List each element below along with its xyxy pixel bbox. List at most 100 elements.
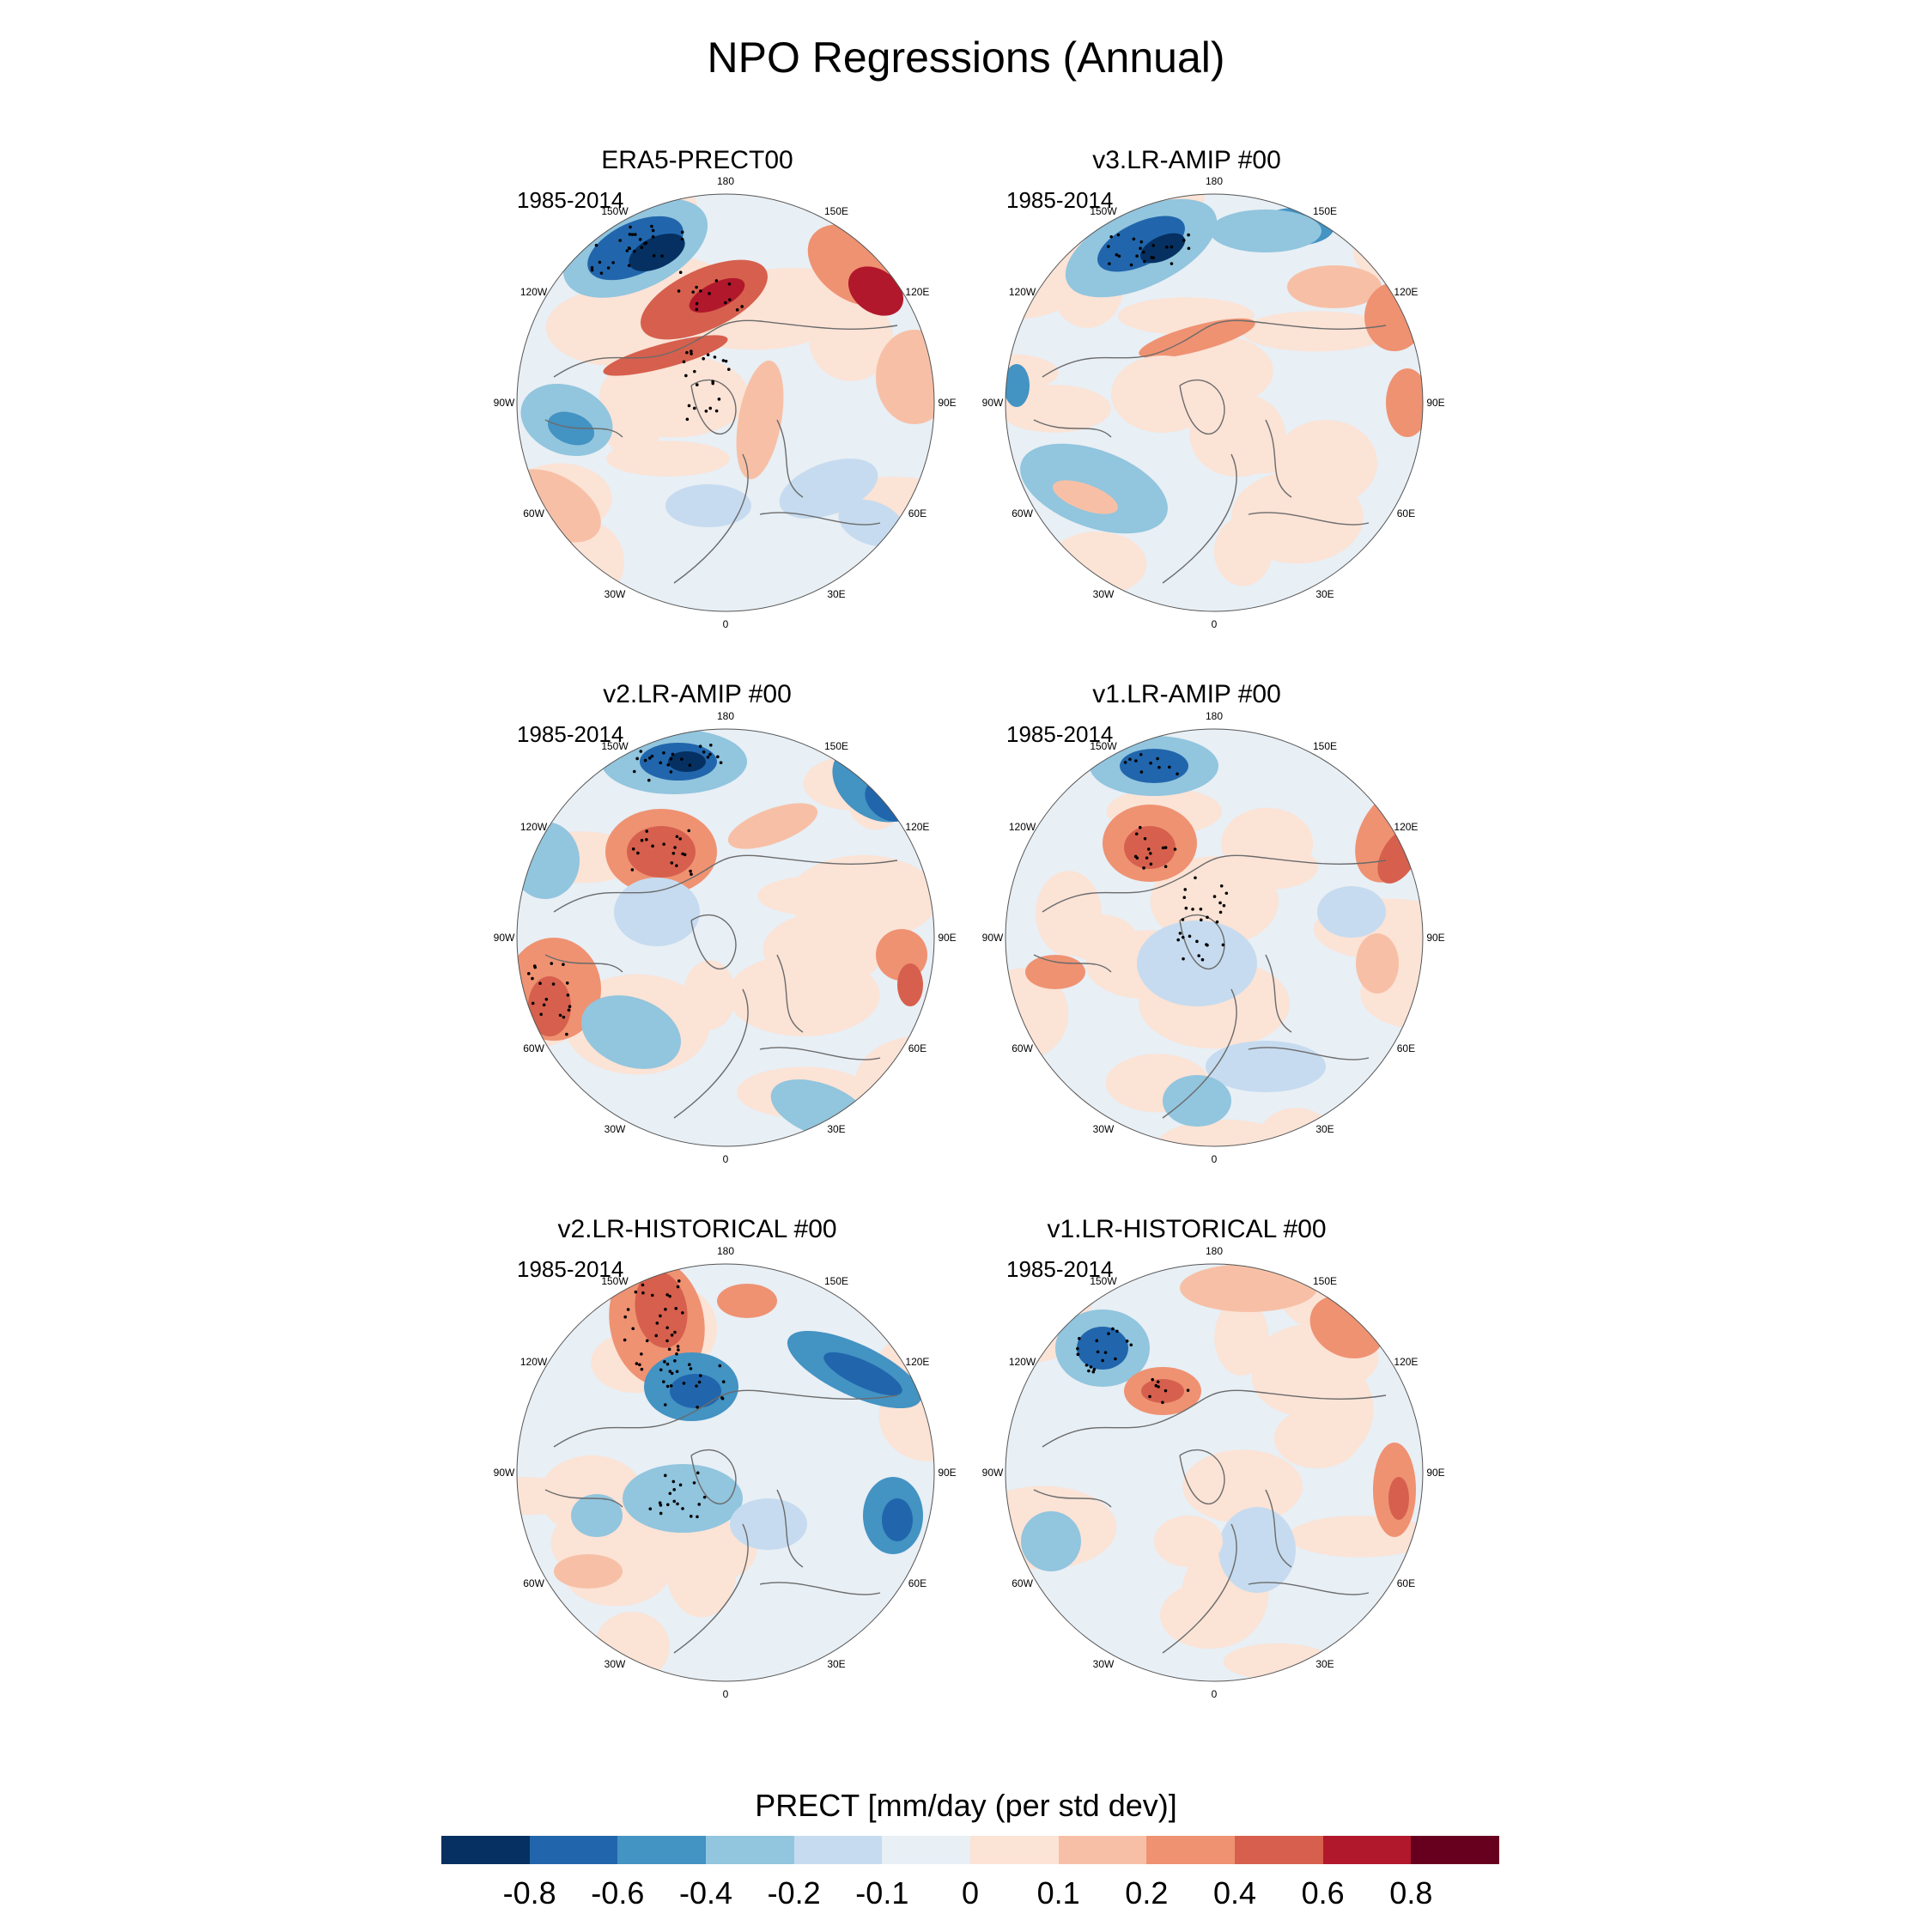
map-boundary	[516, 193, 935, 612]
significance-dot	[565, 981, 569, 985]
significance-dot	[648, 1507, 653, 1510]
significance-dot	[1176, 938, 1180, 942]
coastline	[1033, 854, 1387, 1119]
anomaly-contour	[580, 995, 682, 1069]
longitude-label: 180	[1205, 710, 1224, 722]
significance-dot	[674, 1306, 678, 1310]
colorbar-tick-label: -0.2	[767, 1875, 821, 1911]
significance-dot	[727, 298, 732, 301]
longitude-label: 150W	[601, 1274, 629, 1287]
polar-map-v1hist	[1005, 1263, 1424, 1682]
longitude-label: 90E	[1426, 397, 1445, 409]
significance-dot	[1078, 1337, 1081, 1340]
significance-dot	[1182, 957, 1185, 961]
significance-dot	[611, 261, 615, 264]
significance-dot	[1194, 876, 1197, 880]
longitude-label: 60W	[1012, 507, 1033, 519]
significance-dot	[1181, 935, 1185, 939]
significance-dot	[1095, 1339, 1099, 1343]
colorbar-swatch	[793, 1836, 883, 1864]
significance-dot	[640, 739, 644, 743]
significance-dot	[565, 1032, 568, 1036]
anomaly-contour	[1386, 368, 1423, 437]
significance-dot	[1115, 252, 1119, 257]
anomaly-contour	[1287, 265, 1382, 308]
significance-dot	[1132, 237, 1136, 241]
longitude-label: 0	[722, 1153, 729, 1165]
longitude-label: 30E	[827, 588, 846, 601]
anomaly-contour	[629, 233, 685, 272]
significance-dot	[1186, 1388, 1190, 1392]
significance-dot	[1215, 920, 1219, 924]
anomaly-contour	[1317, 886, 1386, 938]
significance-dot	[641, 1291, 645, 1295]
longitude-label: 60E	[908, 1577, 927, 1589]
longitude-label: 30W	[1092, 1658, 1115, 1671]
significance-dot	[533, 965, 537, 969]
significance-dot	[1087, 1369, 1091, 1373]
anomaly-patch	[1060, 914, 1137, 962]
significance-dot	[629, 225, 632, 229]
significance-dot	[697, 1503, 702, 1506]
longitude-label: 180	[716, 175, 735, 187]
significance-dot	[1218, 901, 1222, 905]
longitude-label: 150W	[1090, 1274, 1117, 1287]
anomaly-contour	[730, 1498, 807, 1550]
significance-dot	[670, 1371, 674, 1376]
significance-dot	[695, 1384, 698, 1388]
longitude-label: 120E	[1394, 821, 1419, 833]
longitude-label: 150E	[823, 739, 849, 752]
significance-dot	[676, 1502, 679, 1506]
significance-dot	[625, 249, 629, 252]
significance-dot	[1139, 752, 1143, 756]
longitude-label: 60E	[1396, 1042, 1416, 1054]
longitude-label: 60W	[523, 1577, 544, 1589]
significance-dot	[704, 409, 708, 413]
significance-dot	[531, 976, 534, 981]
significance-dot	[551, 982, 556, 986]
anomaly-contour	[1218, 1507, 1296, 1593]
anomaly-contour	[1210, 210, 1321, 252]
significance-dot	[598, 260, 602, 264]
significance-dot	[567, 1008, 571, 1012]
significance-dot	[539, 1012, 543, 1017]
anomaly-patch	[854, 550, 934, 598]
significance-dot	[669, 1384, 673, 1388]
significance-dot	[1135, 856, 1139, 860]
significance-dot	[669, 770, 673, 774]
longitude-label: 30W	[1092, 1123, 1115, 1136]
significance-dot	[1188, 934, 1192, 939]
anomaly-contour	[1206, 1041, 1326, 1092]
anomaly-contour	[1111, 355, 1214, 433]
anomaly-contour	[1139, 233, 1186, 264]
significance-dot	[1089, 1365, 1093, 1369]
longitude-label: 90E	[938, 1467, 957, 1479]
coastline	[1033, 1389, 1387, 1654]
significance-dot	[599, 271, 604, 275]
longitude-label: 150W	[1090, 739, 1117, 752]
longitude-label: 120W	[519, 1356, 548, 1368]
significance-dot	[645, 1339, 649, 1343]
significance-dot	[623, 1338, 627, 1342]
significance-dot	[1219, 884, 1224, 888]
significance-dot	[718, 1364, 722, 1368]
significance-dot	[623, 1315, 628, 1319]
longitude-label: 150E	[1312, 739, 1338, 752]
anomaly-patch	[1218, 844, 1319, 890]
significance-dot	[633, 249, 636, 253]
longitude-label: 120W	[1008, 1356, 1036, 1368]
anomaly-contour	[1021, 1511, 1081, 1571]
significance-dot	[672, 1499, 677, 1504]
panel-title-v3amip: v3.LR-AMIP #00	[1092, 146, 1281, 174]
significance-dot	[740, 305, 744, 308]
anomaly-contour	[1077, 1327, 1128, 1370]
significance-dot	[1184, 906, 1188, 910]
significance-dot	[1182, 896, 1187, 900]
significance-dot	[1221, 943, 1225, 947]
significance-dot	[1199, 918, 1203, 922]
significance-dot	[1199, 907, 1203, 911]
significance-dot	[1181, 918, 1185, 921]
significance-dot	[735, 308, 739, 312]
panel-title-v2hist: v2.LR-HISTORICAL #00	[557, 1215, 837, 1243]
significance-dot	[709, 744, 713, 747]
